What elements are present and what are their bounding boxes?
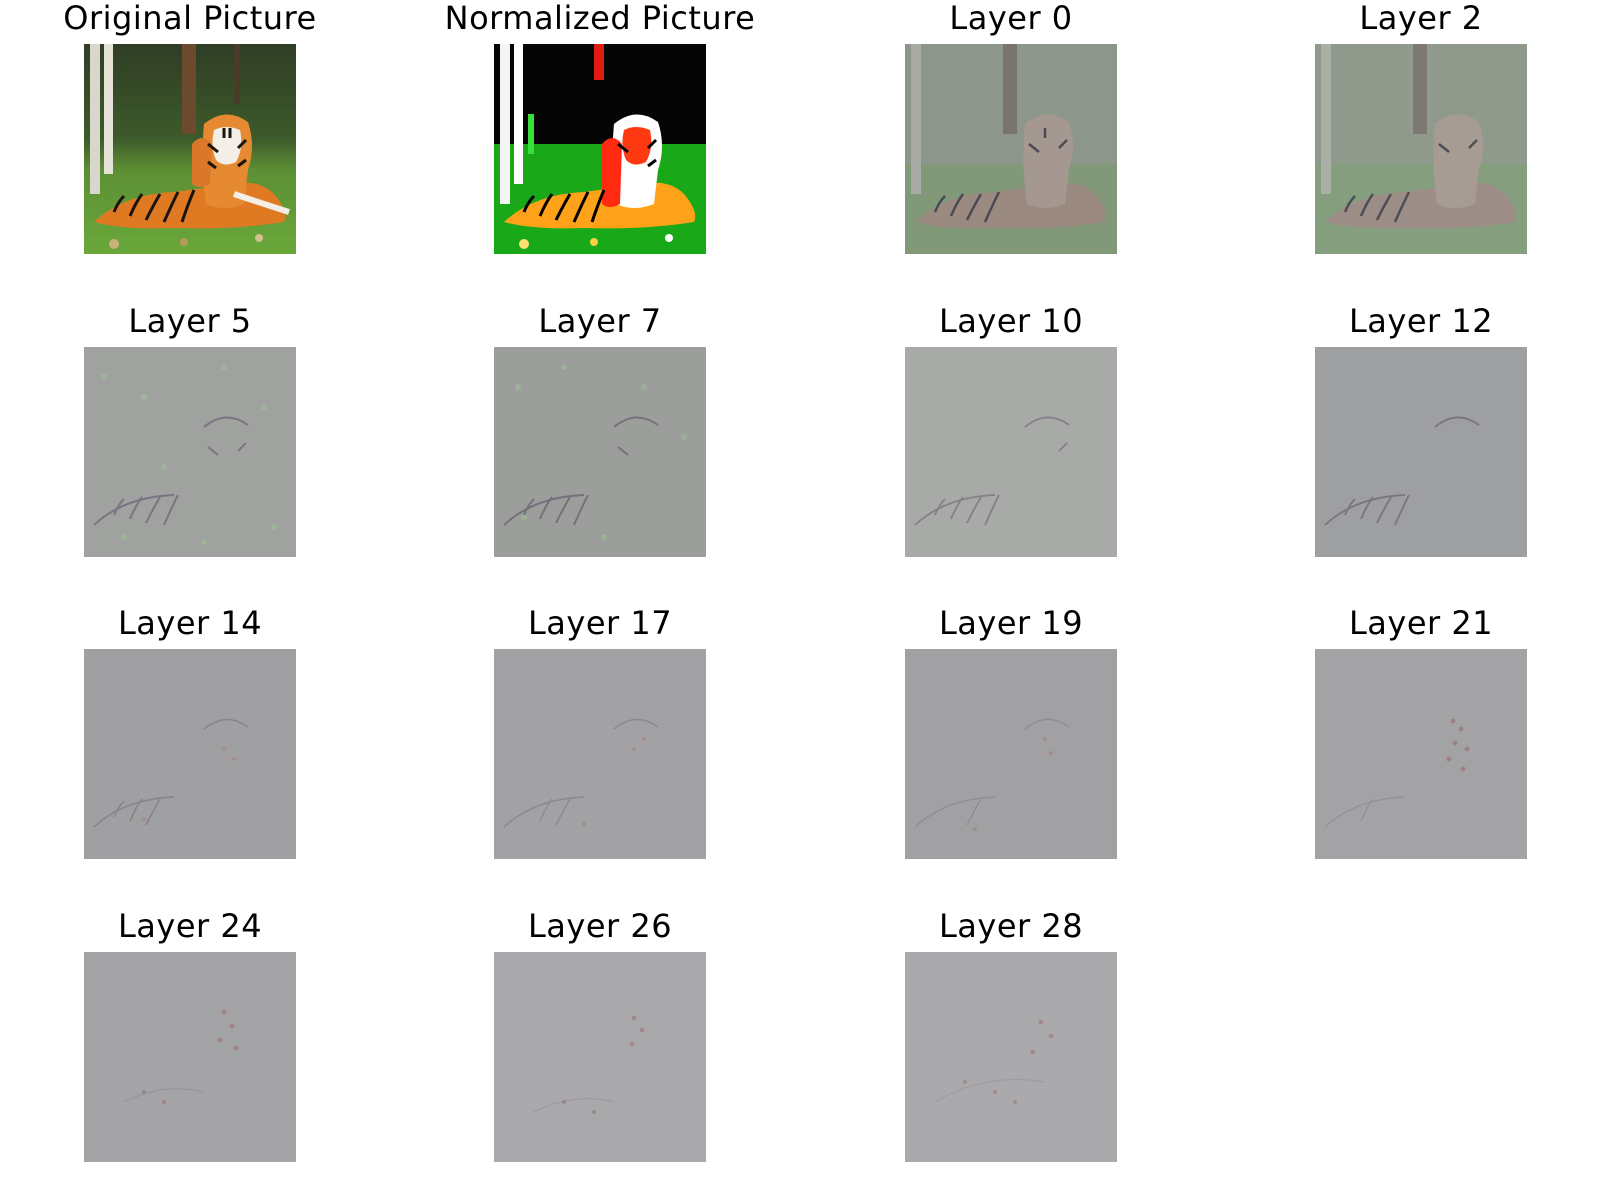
original-picture-image <box>84 44 296 254</box>
layer-14-feature-map <box>84 649 296 859</box>
layer-7-feature-map <box>494 347 706 557</box>
panel-title: Layer 2 <box>1359 0 1483 37</box>
layer-12-feature-map <box>1315 347 1527 557</box>
panel-title: Layer 10 <box>938 302 1084 340</box>
layer-24-feature-map <box>84 952 296 1162</box>
normalized-picture-image <box>494 44 706 254</box>
panel-title: Layer 19 <box>938 604 1084 642</box>
panel-title: Layer 17 <box>527 604 673 642</box>
panel-title: Layer 12 <box>1348 302 1494 340</box>
layer-19-feature-map <box>905 649 1117 859</box>
layer-10-feature-map <box>905 347 1117 557</box>
layer-17-feature-map <box>494 649 706 859</box>
panel-title: Layer 5 <box>128 302 252 340</box>
panel-title: Layer 28 <box>938 907 1084 945</box>
panel-title: Layer 0 <box>949 0 1073 37</box>
layer-0-feature-map <box>905 44 1117 254</box>
layer-2-feature-map <box>1315 44 1527 254</box>
layer-5-feature-map <box>84 347 296 557</box>
panel-title: Layer 7 <box>538 302 662 340</box>
panel-title: Layer 26 <box>527 907 673 945</box>
panel-title: Layer 21 <box>1348 604 1494 642</box>
panel-title: Normalized Picture <box>444 0 756 37</box>
panel-title: Original Picture <box>63 0 317 37</box>
layer-26-feature-map <box>494 952 706 1162</box>
panel-title: Layer 24 <box>117 907 263 945</box>
panel-title: Layer 14 <box>117 604 263 642</box>
layer-21-feature-map <box>1315 649 1527 859</box>
layer-28-feature-map <box>905 952 1117 1162</box>
